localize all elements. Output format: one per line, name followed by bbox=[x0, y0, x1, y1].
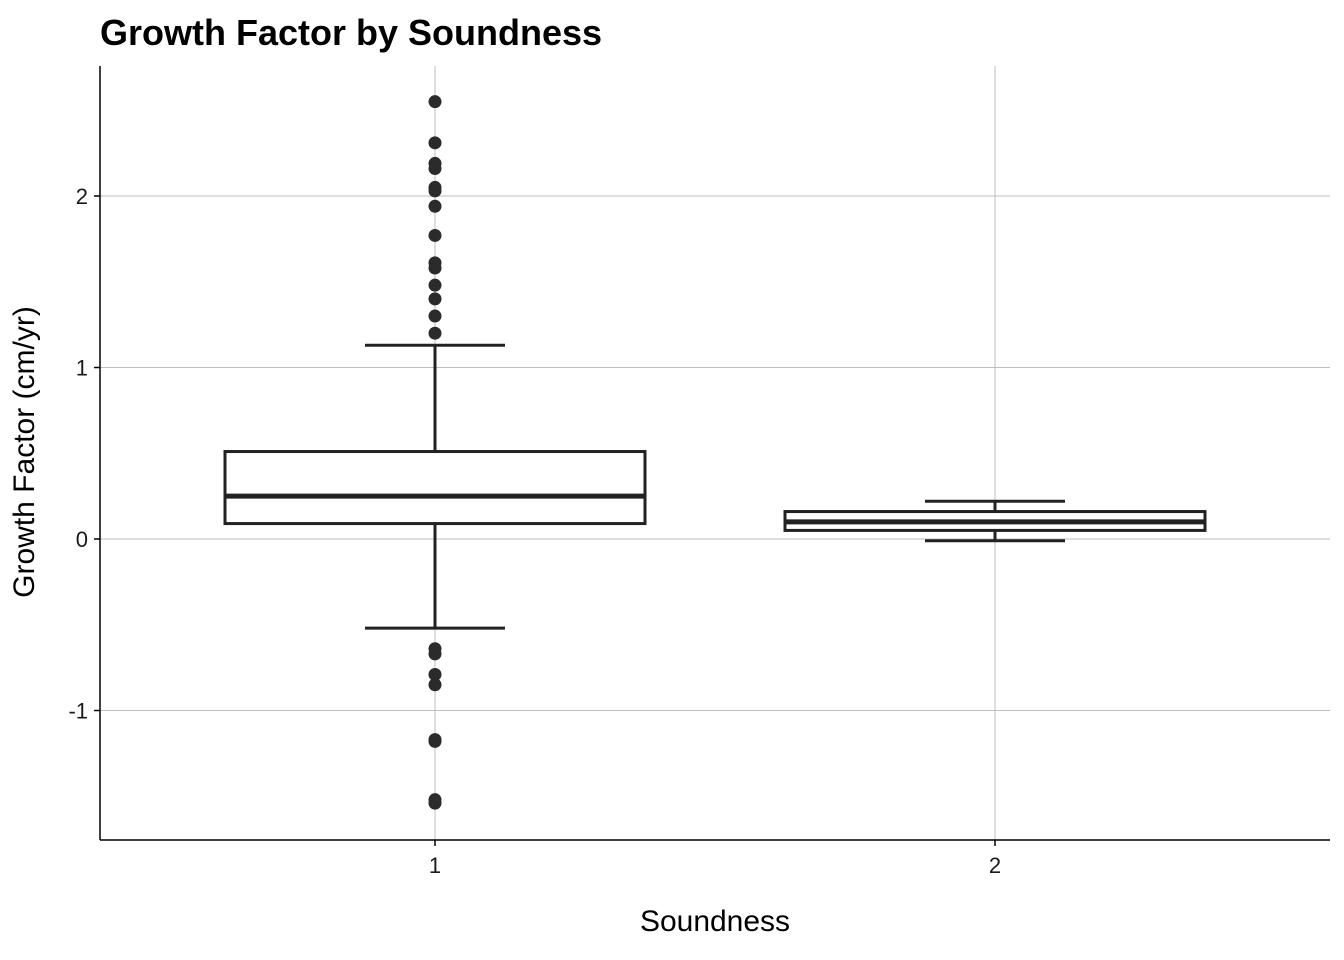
outlier-point bbox=[428, 678, 442, 692]
iqr-box bbox=[223, 450, 647, 526]
outlier-point bbox=[428, 261, 442, 275]
outlier-point bbox=[428, 309, 442, 323]
x-tick-label: 2 bbox=[989, 853, 1001, 878]
outlier-point bbox=[428, 667, 442, 681]
outlier-point bbox=[428, 647, 442, 661]
outlier-point bbox=[428, 734, 442, 748]
x-axis-title: Soundness bbox=[640, 905, 790, 938]
x-tick-label: 1 bbox=[429, 853, 441, 878]
y-tick-label: 1 bbox=[76, 356, 88, 381]
box-group-2 bbox=[783, 499, 1207, 543]
y-tick-label: 0 bbox=[76, 527, 88, 552]
outlier-point bbox=[428, 228, 442, 242]
y-tick-label: 2 bbox=[76, 184, 88, 209]
box-group-1 bbox=[223, 95, 647, 810]
chart-title: Growth Factor by Soundness bbox=[100, 12, 602, 53]
outlier-point bbox=[428, 796, 442, 810]
outlier-point bbox=[428, 136, 442, 150]
outlier-point bbox=[428, 292, 442, 306]
outlier-point bbox=[428, 199, 442, 213]
box-series bbox=[223, 95, 1207, 810]
outlier-point bbox=[428, 184, 442, 198]
y-tick-label: -1 bbox=[68, 699, 88, 724]
outlier-point bbox=[428, 162, 442, 176]
outlier-point bbox=[428, 278, 442, 292]
tick-labels: -1 0 1 2 1 2 bbox=[68, 184, 1001, 878]
outlier-point bbox=[428, 326, 442, 340]
outlier-point bbox=[428, 95, 442, 109]
y-axis-title: Growth Factor (cm/yr) bbox=[8, 306, 41, 598]
